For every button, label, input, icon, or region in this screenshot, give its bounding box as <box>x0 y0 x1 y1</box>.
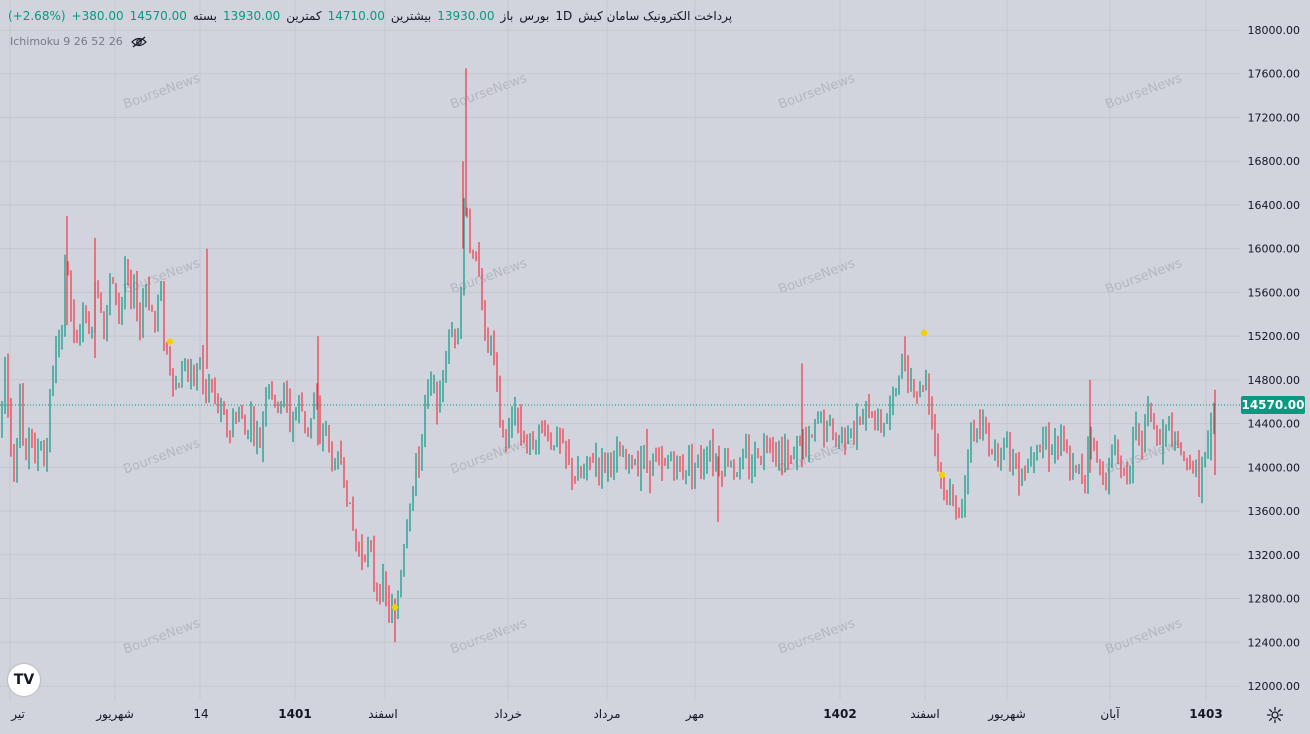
signal-marker <box>391 604 399 611</box>
high-label: بیشترین <box>390 9 432 23</box>
high-value: 14710.00 <box>327 9 385 23</box>
x-tick-label: آبان <box>1100 706 1120 721</box>
x-tick-label: خرداد <box>494 707 522 722</box>
y-tick-label: 14000.00 <box>1248 461 1301 474</box>
low-value: 13930.00 <box>222 9 281 23</box>
last-price-tag-bg <box>1241 396 1305 415</box>
indicator-label: Ichimoku 9 26 52 26 <box>10 35 123 48</box>
symbol-legend: (+2.68%) +380.00 14570.00 بسته 13930.00 … <box>8 6 732 26</box>
y-tick-label: 12800.00 <box>1248 593 1301 606</box>
open-label: باز <box>500 9 514 23</box>
interval-label[interactable]: 1D <box>555 9 573 23</box>
time-axis[interactable]: تیر شهریور 14 1401 اسفند خرداد مرداد مهر 1402 اسف… <box>10 706 1223 722</box>
open-value: 13930.00 <box>437 9 495 23</box>
price-axis[interactable]: 18000.00 17600.00 17200.00 16800.00 16400.00… <box>1248 24 1301 693</box>
y-tick-label: 17600.00 <box>1248 68 1301 81</box>
y-tick-label: 15200.00 <box>1248 330 1301 343</box>
y-tick-label: 16800.00 <box>1248 155 1301 168</box>
x-tick-label: شهریور <box>95 707 134 722</box>
eye-off-icon[interactable] <box>130 36 147 48</box>
last-price-tag: 14570.00 <box>1241 396 1305 415</box>
last-price-value: 14570.00 <box>1241 398 1304 412</box>
x-tick-label: مرداد <box>593 707 620 722</box>
y-tick-label: 16400.00 <box>1248 199 1301 212</box>
y-tick-label: 15600.00 <box>1248 286 1301 299</box>
x-tick-label: اسفند <box>368 707 397 721</box>
tradingview-logo[interactable]: TV <box>8 664 40 696</box>
low-label: کمترین <box>286 9 322 23</box>
symbol-title[interactable]: پرداخت الکترونیک سامان کیش <box>578 9 733 23</box>
x-tick-label: تیر <box>10 707 25 722</box>
exchange-label[interactable]: بورس <box>519 9 550 23</box>
close-value: 14570.00 <box>129 9 187 23</box>
x-tick-label: 1402 <box>823 707 856 721</box>
x-tick-label: 1401 <box>278 707 311 721</box>
gear-icon[interactable] <box>1266 706 1284 724</box>
y-tick-label: 17200.00 <box>1248 111 1301 124</box>
signal-markers <box>166 329 946 611</box>
x-tick-label: شهریور <box>987 707 1026 722</box>
y-tick-label: 16000.00 <box>1248 243 1301 256</box>
x-tick-label: مهر <box>685 707 705 722</box>
y-tick-label: 14400.00 <box>1248 418 1301 431</box>
signal-marker <box>920 329 928 337</box>
signal-marker <box>938 471 946 479</box>
y-tick-label: 13600.00 <box>1248 505 1301 518</box>
close-label: بسته <box>192 9 217 23</box>
y-tick-label: 13200.00 <box>1248 549 1301 562</box>
y-tick-label: 12400.00 <box>1248 636 1301 649</box>
y-tick-label: 18000.00 <box>1248 24 1301 37</box>
indicator-legend[interactable]: Ichimoku 9 26 52 26 <box>10 35 147 48</box>
signal-marker <box>166 338 174 345</box>
y-tick-label: 12000.00 <box>1248 680 1301 693</box>
x-tick-label: اسفند <box>910 707 939 721</box>
x-tick-label: 14 <box>193 707 208 721</box>
change-percent: (+2.68%) <box>8 9 66 23</box>
y-tick-label: 14800.00 <box>1248 374 1301 387</box>
change-value: +380.00 <box>71 9 124 23</box>
x-tick-label: 1403 <box>1189 707 1222 721</box>
ohlc-bars <box>1 68 1216 643</box>
